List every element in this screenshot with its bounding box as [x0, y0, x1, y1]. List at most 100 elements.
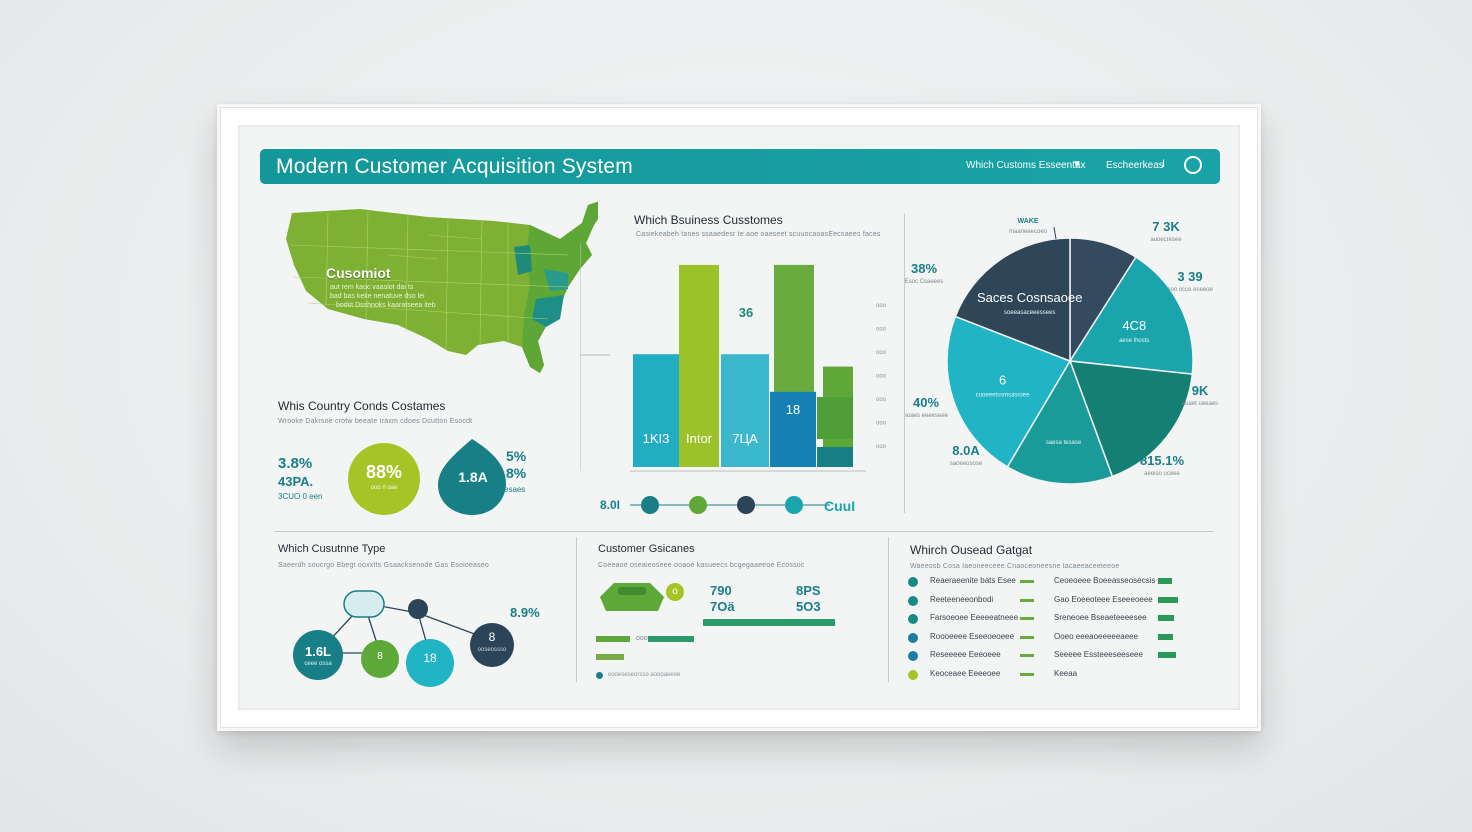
- customer-network: [293, 590, 514, 687]
- pie-chart: 4C8 aese lhosts saesa tesase 6 cuoeeetssmsas…: [904, 218, 1218, 485]
- outlook-row-right: Ceoeoeee Boeeasseosecsis: [1054, 576, 1156, 585]
- pie-outer-sublabel-4: ooo occe eceeoe: [1167, 287, 1213, 293]
- outlook-row-right: Seeeee Essteeeseeseee: [1054, 650, 1143, 659]
- network-node-1: [293, 630, 343, 680]
- bar-chart-subtitle: Casiekeabeh tanes ssaaedesr te aoe oaese…: [636, 231, 881, 238]
- customer-bar-1: [596, 636, 630, 642]
- kpi-circle-1-sub: ooo rl oae: [370, 485, 398, 491]
- map-sub-2: bad bas keke nenatuve dso lei: [330, 293, 425, 300]
- outlook-row: Farsoeoee Eeeeeatneee Sreneoee Bseaeteeee…: [908, 612, 1228, 626]
- network-node-small: [408, 599, 428, 619]
- divider-vertical-top: [904, 213, 905, 513]
- bar-label-6: 18: [786, 402, 800, 417]
- country-heading: Whis Country Conds Costames: [278, 399, 446, 413]
- customer-subheading: Coeeaoe oseaieoseee ooaoe kasueecs bcgeg…: [598, 562, 805, 569]
- pie-outer-label-8: 815.1%: [1140, 453, 1185, 468]
- network-node-1-value: 1.6L: [304, 644, 331, 659]
- outlook-row-left-bar: [1020, 617, 1034, 620]
- network-node-2-value: 8: [377, 651, 383, 662]
- pie-outer-sublabel-8: aeeiso uceee: [1144, 471, 1180, 477]
- divider-vertical-1: [576, 537, 577, 682]
- pie-outer-label-3: 38%: [911, 261, 937, 276]
- us-map: [286, 201, 598, 373]
- network-node-2: [361, 640, 399, 678]
- chevron-down-icon[interactable]: ▼: [1072, 159, 1082, 170]
- country-subheading: Wrooke Dakrsoe crotw beeate Iraxm cdoes …: [278, 418, 473, 425]
- outlook-row-bar: [1158, 652, 1176, 658]
- map-region-north: [514, 245, 532, 275]
- nav-item-mark: I: [1162, 158, 1166, 170]
- pie-outer-label-5: 40%: [913, 395, 939, 410]
- network-node-4: [470, 623, 514, 667]
- nav-item-search[interactable]: Escheerkeas: [1106, 160, 1164, 171]
- outlook-row: Reseeeee Eeeoeee Seeeee Essteeeseeseee: [908, 649, 1228, 663]
- outlook-row-left-bar: [1020, 580, 1034, 583]
- bar-8: [817, 447, 853, 467]
- outlook-row-right: Sreneoee Bseaeteeeesee: [1054, 613, 1147, 622]
- bar-tick-label: ooo: [876, 327, 887, 333]
- network-hub: [343, 590, 385, 618]
- bar-tick-label: ooo: [876, 303, 887, 309]
- bar-label-2: Intor: [686, 431, 713, 446]
- pie-outer-label-6: 9K: [1192, 383, 1209, 398]
- pie-slice-6: [954, 237, 1071, 363]
- map-region-southeast: [532, 295, 564, 327]
- customer-num-2: 7Oä: [710, 599, 735, 614]
- customer-progress-bar: [703, 619, 835, 626]
- stat-1: 3.8%: [278, 455, 313, 472]
- bar-tick-label: ooo: [876, 374, 887, 380]
- outlook-row-left: Roooeeee Eseeoeoeee: [930, 631, 1015, 641]
- map-outline: [286, 201, 598, 373]
- outlook-row-left: Keoceaee Eeeeoee: [930, 668, 1001, 678]
- network-node-4-sub: ooseossso: [477, 647, 507, 653]
- outlook-row-left: Farsoeoee Eeeeeatneee: [930, 613, 1019, 622]
- stat-6: esaes: [504, 485, 526, 494]
- outlook-row-dot: [908, 632, 918, 643]
- outlook-row-left: Reeteeneeonbodi: [930, 594, 994, 604]
- outlook-row-bar: [1158, 615, 1175, 621]
- pie-slice-label-5: 6: [999, 372, 1006, 387]
- customer-badge: o: [666, 583, 684, 601]
- pie-outer-sublabel-5: soaes eeeeseee: [904, 413, 949, 419]
- bar-7: [817, 397, 853, 439]
- map-region-mideast: [544, 269, 568, 291]
- pie-slice-5: [946, 315, 1072, 468]
- stat-5: 8%: [506, 465, 527, 481]
- outlook-row-dot: [908, 614, 918, 624]
- outlook-row-dot: [908, 651, 918, 661]
- bar-1: [633, 354, 679, 467]
- bar-top-label: 36: [739, 305, 753, 320]
- bar-footer-dot: [641, 496, 659, 514]
- pie-outer-label-1: WAKE: [1018, 218, 1039, 225]
- outlook-row-dot: [908, 595, 918, 606]
- map-label: Cusomiot: [326, 265, 391, 281]
- outlook-row-left-bar: [1020, 598, 1034, 602]
- customer-type-heading: Which Cusutnne Type: [278, 543, 386, 555]
- nav-item-customs[interactable]: Which Customs Esseentax: [966, 160, 1086, 171]
- pie-slice-label-2: 4C8: [1122, 318, 1146, 333]
- network-node-1-sub: ceee ossa: [304, 661, 332, 667]
- poster-frame: Modern Customer Acquisition System Which…: [217, 104, 1261, 731]
- pie-leader-line: [1053, 226, 1057, 240]
- pie-outer-label-7: 8.0A: [952, 443, 980, 458]
- pie-slice-sublabel-2: aese lhosts: [1119, 338, 1149, 344]
- map-sub-3: bodst Dsshnoks kaaratseea iteb: [336, 302, 436, 309]
- customer-bar-3: [596, 654, 624, 660]
- network-node-4-label: 8.9%: [510, 605, 540, 620]
- pie-slice-sublabel-4: saesa tesase: [1046, 440, 1082, 446]
- outlook-row: Roooeeee Eseeoeoeee Ooeo eeeaoeeeeeaeee: [908, 631, 1228, 645]
- outlook-row-left: Reaeraeenite bats Esee: [930, 576, 1016, 585]
- outlook-row-bar: [1158, 578, 1172, 584]
- bar-6: [770, 391, 816, 467]
- chat-icon[interactable]: [1184, 156, 1202, 174]
- outlook-list: Reaeraeenite bats Esee Ceoeoeee Boeeasseo…: [908, 575, 1228, 685]
- bar-footer-right: CuuI: [824, 498, 855, 514]
- customer-bar-2-label: oooeseseorsso aoooaeeoe: [608, 672, 681, 678]
- outlook-row-dot: [908, 577, 918, 587]
- page-title: Modern Customer Acquisition System: [276, 155, 633, 178]
- outlook-row-right: Ooeo eeeaoeeeeeaeee: [1054, 631, 1139, 641]
- outlook-row: Reeteeneeonbodi Gao Eoeeoteee Eseeeoeee: [908, 594, 1228, 608]
- bar-label-1: 1KI3: [643, 431, 670, 446]
- pie-outer-sublabel-1: maaneeecoeo: [1009, 229, 1048, 235]
- header-bar: Modern Customer Acquisition System Which…: [260, 149, 1220, 184]
